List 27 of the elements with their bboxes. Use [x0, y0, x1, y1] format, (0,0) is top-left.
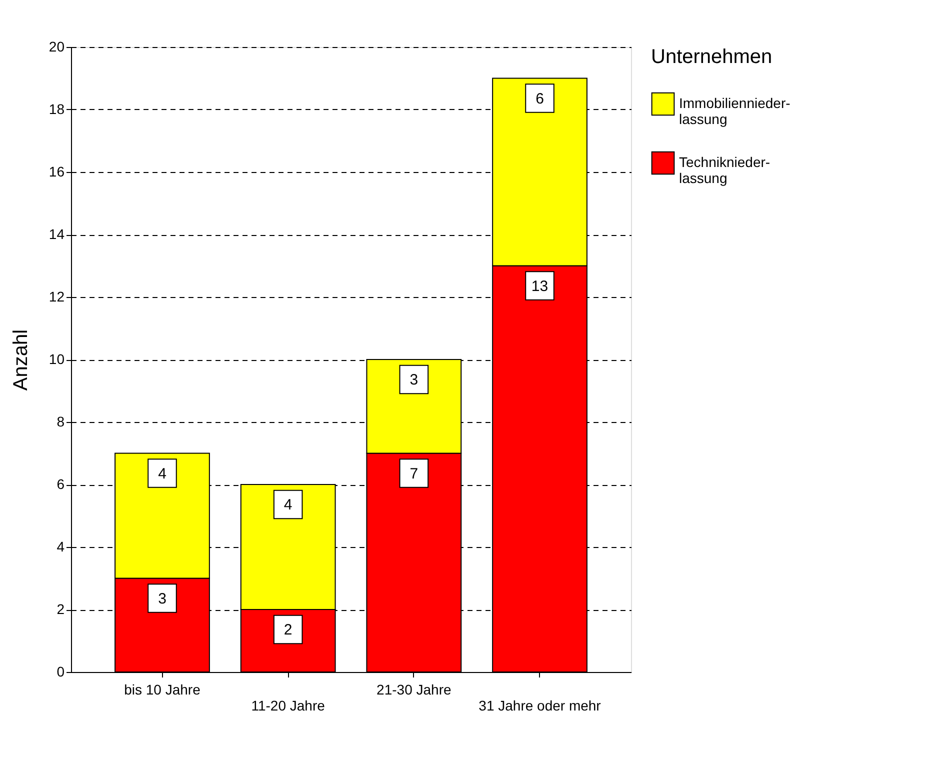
x-tick-label: 21-30 Jahre — [376, 682, 452, 698]
y-tick-label: 10 — [48, 351, 65, 367]
data-label: 3 — [410, 372, 418, 388]
data-label: 4 — [158, 465, 166, 482]
y-tick-label: 4 — [56, 538, 65, 554]
data-label: 4 — [284, 496, 292, 514]
x-tick-label: 11-20 Jahre — [251, 698, 326, 714]
y-tick-label: 6 — [56, 476, 65, 492]
legend-title: Unternehmen — [651, 46, 772, 68]
y-tick-label: 12 — [48, 288, 65, 304]
data-label: 13 — [531, 278, 548, 295]
y-tick-label: 14 — [48, 226, 65, 242]
legend-label: Immobiliennieder-lassung — [679, 95, 791, 127]
data-label: 3 — [158, 590, 166, 608]
x-tick-label: 31 Jahre oder mehr — [478, 698, 602, 714]
data-label: 6 — [536, 90, 544, 108]
y-tick-label: 0 — [56, 664, 65, 680]
legend-label: Techniknieder-lassung — [679, 154, 770, 186]
y-axis-title: Anzahl — [10, 329, 32, 391]
x-tick-label: bis 10 Jahre — [124, 682, 201, 698]
data-label: 2 — [284, 622, 292, 638]
data-label: 7 — [410, 465, 418, 482]
y-tick-label: 18 — [48, 101, 65, 117]
y-tick-label: 2 — [56, 601, 65, 617]
y-tick-label: 20 — [48, 38, 65, 54]
y-tick-label: 16 — [48, 164, 65, 180]
y-tick-label: 8 — [56, 414, 65, 430]
